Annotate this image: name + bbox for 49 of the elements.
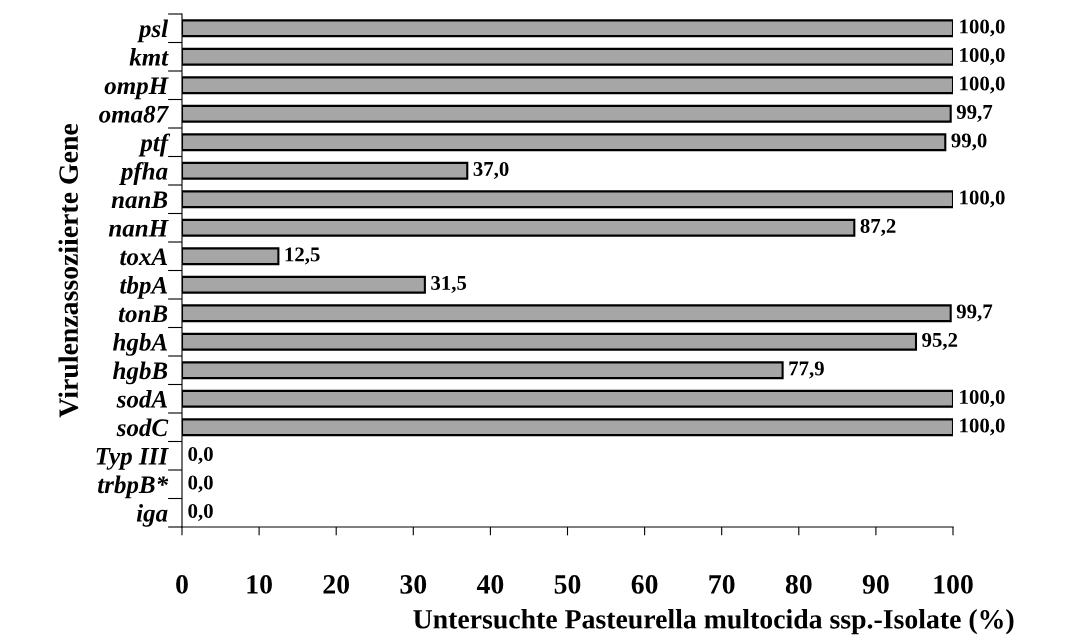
x-tick-label: 80 [785,575,812,594]
y-axis-title: Virulenzassoziierte Gene [58,124,79,418]
y-tick-label: hgbB [113,361,168,385]
data-label: 100,0 [960,389,1005,407]
y-tick-label: sodA [116,390,168,408]
y-tick-label: nanH [108,220,169,237]
x-tick-label: 90 [862,575,889,594]
x-tick-label: 20 [323,575,350,594]
y-tick-label: iga [136,504,168,527]
data-label: 99,0 [951,133,987,151]
data-label: 100,0 [960,190,1005,208]
data-label: 0,0 [188,503,213,521]
data-label: 100,0 [960,76,1005,94]
data-label: 95,2 [922,332,958,350]
data-label: 12,5 [285,247,320,265]
x-axis-title: Untersuchte Pasteurella multocida ssp.-Isolate (%) [413,609,1014,635]
data-label: 99,7 [956,104,993,122]
data-label: 100,0 [960,47,1005,65]
data-label: 37,0 [473,161,509,179]
x-tick-label: 0 [176,575,188,594]
x-tick-label: 60 [631,575,658,594]
x-tick-label: 40 [476,575,504,594]
x-tick-label: 100 [934,575,973,594]
y-tick-label: Typ III [96,448,169,470]
y-tick-label: ompH [104,77,169,100]
y-tick-label: pfha [119,161,168,185]
y-tick-label: psl [137,19,169,43]
x-tick-label: 30 [400,575,427,594]
y-tick-label: tbpA [120,276,168,299]
y-tick-label: sodC [116,418,169,437]
y-tick-label: oma87 [99,105,169,123]
data-label: 77,9 [789,361,824,379]
data-label: 87,2 [860,218,896,236]
x-tick-label: 50 [554,575,581,594]
data-label: 100,0 [960,19,1005,37]
data-label: 99,7 [956,304,993,322]
y-tick-label: toxA [120,248,168,266]
y-tick-label: kmt [129,48,169,66]
x-tick-label: 70 [709,575,735,594]
y-tick-label: tonB [118,305,168,323]
x-tick-label: 10 [247,575,272,594]
data-label: 0,0 [188,446,213,464]
data-label: 31,5 [431,275,467,293]
data-label: 0,0 [188,475,213,493]
data-label: 100,0 [960,418,1005,436]
y-tick-label: trbpB* [98,475,169,499]
y-tick-label: nanB [111,191,168,209]
y-tick-label: hgbA [113,333,168,356]
y-tick-label: ptf [138,133,171,157]
